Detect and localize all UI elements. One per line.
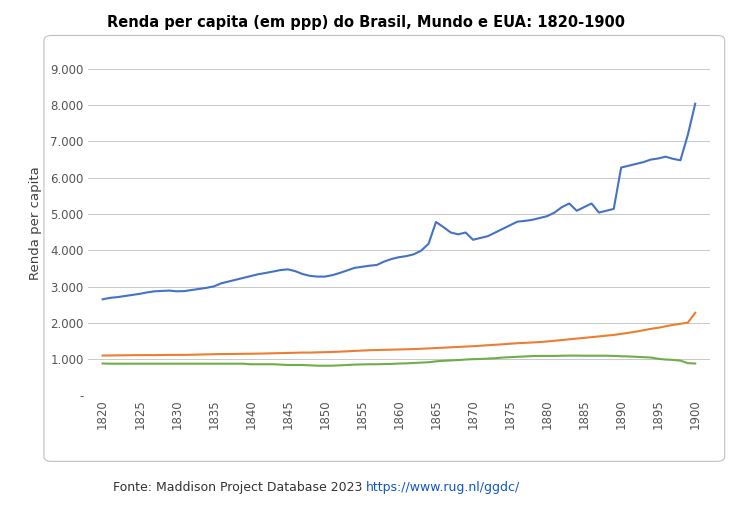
- Text: https://www.rug.nl/ggdc/: https://www.rug.nl/ggdc/: [366, 481, 520, 494]
- Y-axis label: Renda per capita: Renda per capita: [29, 166, 42, 280]
- Text: Fonte: Maddison Project Database 2023: Fonte: Maddison Project Database 2023: [113, 481, 366, 494]
- Text: Renda per capita (em ppp) do Brasil, Mundo e EUA: 1820-1900: Renda per capita (em ppp) do Brasil, Mun…: [107, 15, 625, 30]
